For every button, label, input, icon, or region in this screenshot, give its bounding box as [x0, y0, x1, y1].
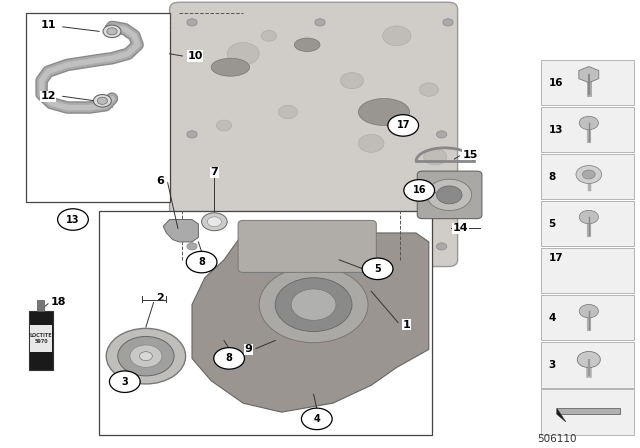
Circle shape [187, 19, 197, 26]
Circle shape [130, 345, 162, 367]
Bar [541, 201, 634, 246]
Circle shape [315, 243, 325, 250]
Polygon shape [192, 233, 429, 412]
Circle shape [577, 351, 600, 367]
Circle shape [202, 213, 227, 231]
Ellipse shape [211, 58, 250, 76]
Text: 5: 5 [548, 219, 556, 229]
Circle shape [436, 186, 462, 204]
Text: 10: 10 [188, 51, 203, 61]
Bar [541, 248, 634, 293]
Circle shape [291, 289, 336, 320]
FancyBboxPatch shape [417, 171, 482, 219]
Circle shape [278, 105, 298, 119]
Text: 11: 11 [40, 20, 56, 30]
Circle shape [579, 305, 598, 318]
Bar [99, 211, 432, 435]
Circle shape [315, 19, 325, 26]
Circle shape [187, 243, 197, 250]
Text: 1: 1 [403, 320, 410, 330]
Text: 7: 7 [211, 168, 218, 177]
Text: 14: 14 [453, 224, 468, 233]
Text: 3: 3 [548, 360, 556, 370]
Circle shape [216, 120, 232, 131]
Text: 4: 4 [548, 313, 556, 323]
Bar [541, 389, 634, 435]
Text: 13: 13 [548, 125, 563, 135]
Bar [30, 325, 52, 352]
Text: 17: 17 [396, 121, 410, 130]
Circle shape [187, 131, 197, 138]
Circle shape [404, 180, 435, 201]
Text: 3: 3 [122, 377, 128, 387]
Circle shape [340, 73, 364, 89]
Circle shape [261, 30, 276, 41]
Text: 506110: 506110 [537, 435, 577, 444]
Text: 5: 5 [374, 264, 381, 274]
Bar [37, 300, 44, 311]
Text: 16: 16 [548, 78, 563, 88]
Text: 15: 15 [463, 150, 478, 159]
Bar [541, 60, 634, 105]
Circle shape [443, 19, 453, 26]
Text: LOCTITE
5970: LOCTITE 5970 [29, 333, 52, 344]
Circle shape [140, 352, 152, 361]
Text: 12: 12 [40, 91, 56, 101]
Text: 8: 8 [226, 353, 232, 363]
Circle shape [358, 134, 384, 152]
Circle shape [259, 267, 368, 343]
Circle shape [97, 97, 108, 104]
Circle shape [109, 371, 140, 392]
Text: 17: 17 [548, 253, 563, 263]
Text: 6: 6 [156, 177, 164, 186]
Circle shape [106, 328, 186, 384]
Text: 8: 8 [198, 257, 205, 267]
Circle shape [576, 166, 602, 184]
Circle shape [436, 243, 447, 250]
Circle shape [93, 95, 111, 107]
Circle shape [424, 149, 447, 165]
Polygon shape [163, 220, 198, 242]
Circle shape [227, 43, 259, 65]
Circle shape [275, 278, 352, 332]
Bar [29, 311, 53, 370]
Circle shape [362, 258, 393, 280]
Ellipse shape [358, 99, 410, 125]
Circle shape [214, 348, 244, 369]
Circle shape [383, 26, 411, 46]
Circle shape [103, 25, 121, 38]
Text: 9: 9 [244, 345, 252, 354]
Circle shape [58, 209, 88, 230]
Circle shape [388, 115, 419, 136]
Circle shape [579, 116, 598, 130]
Circle shape [301, 408, 332, 430]
Ellipse shape [294, 38, 320, 52]
Text: 18: 18 [51, 297, 67, 307]
Circle shape [118, 336, 174, 376]
Bar [541, 154, 634, 199]
Bar [541, 342, 634, 388]
Circle shape [419, 83, 438, 96]
Bar [541, 295, 634, 340]
Text: 2: 2 [156, 293, 164, 303]
Circle shape [107, 28, 117, 35]
FancyBboxPatch shape [238, 220, 376, 272]
Text: 4: 4 [314, 414, 320, 424]
Circle shape [436, 131, 447, 138]
Bar [26, 13, 170, 202]
Circle shape [207, 217, 221, 227]
Text: 16: 16 [412, 185, 426, 195]
Text: 13: 13 [66, 215, 80, 224]
Polygon shape [557, 409, 566, 422]
Polygon shape [557, 409, 620, 414]
Circle shape [579, 211, 598, 224]
Circle shape [427, 179, 472, 211]
Bar [541, 107, 634, 152]
Circle shape [186, 251, 217, 273]
Text: 8: 8 [548, 172, 556, 182]
Circle shape [582, 170, 595, 179]
FancyBboxPatch shape [170, 2, 458, 267]
